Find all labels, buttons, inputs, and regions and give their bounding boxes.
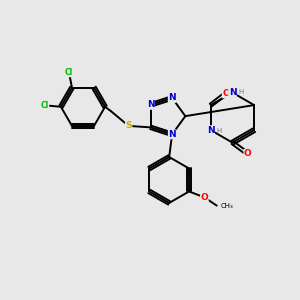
Text: N: N	[168, 93, 176, 102]
Text: N: N	[207, 126, 214, 135]
Text: Cl: Cl	[65, 68, 73, 77]
Text: N: N	[147, 100, 154, 109]
Text: O: O	[200, 193, 208, 202]
Text: O: O	[244, 149, 252, 158]
Text: H: H	[216, 128, 222, 134]
Text: N: N	[229, 88, 236, 97]
Text: S: S	[125, 122, 132, 130]
Text: N: N	[168, 130, 176, 139]
Text: H: H	[238, 89, 243, 95]
Text: CH₃: CH₃	[220, 202, 233, 208]
Text: O: O	[222, 89, 230, 98]
Text: Cl: Cl	[40, 101, 49, 110]
